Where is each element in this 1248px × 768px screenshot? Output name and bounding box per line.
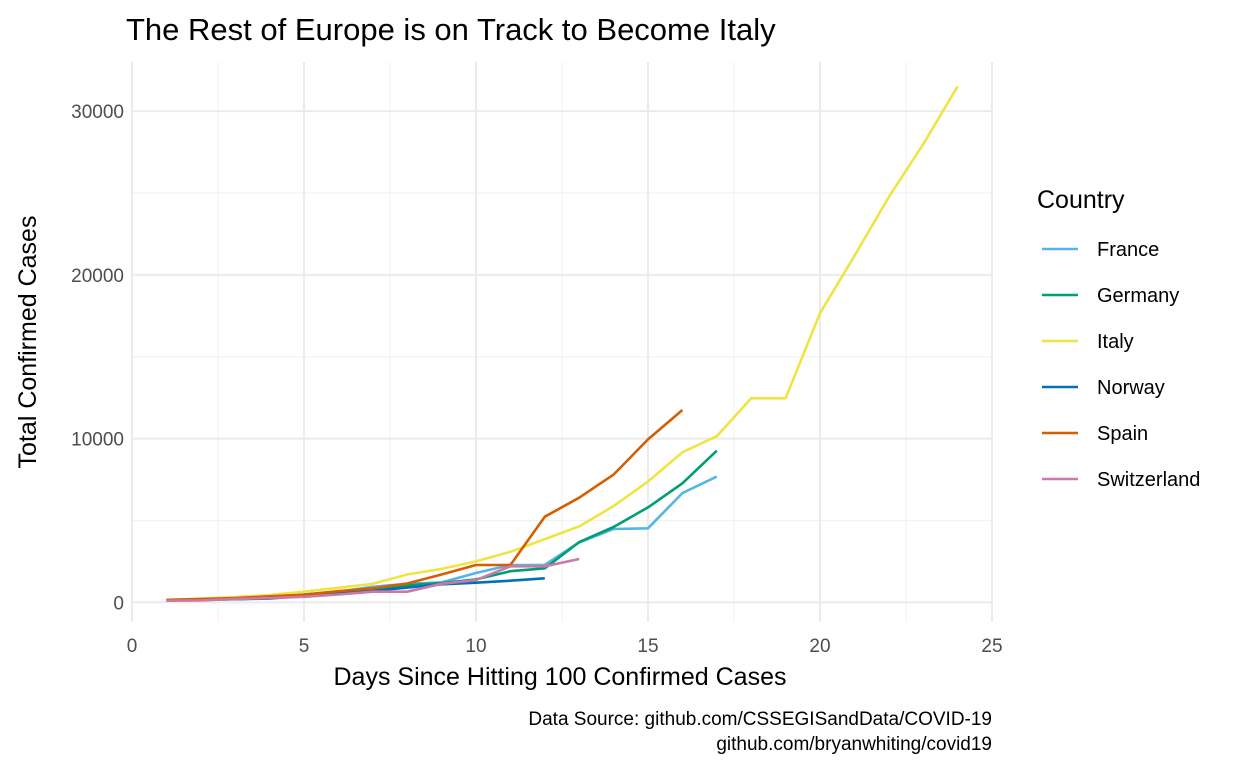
caption-line-2: github.com/bryanwhiting/covid19: [716, 734, 992, 755]
y-tick-label: 0: [113, 593, 124, 614]
legend-label-france: France: [1097, 239, 1159, 261]
x-tick-label: 15: [637, 636, 658, 657]
x-tick-label: 0: [127, 636, 138, 657]
x-tick-label: 5: [299, 636, 310, 657]
legend-label-germany: Germany: [1097, 285, 1179, 307]
x-tick-label: 25: [981, 636, 1002, 657]
y-tick-label: 20000: [71, 266, 124, 287]
x-tick-label: 20: [809, 636, 830, 657]
chart-title: The Rest of Europe is on Track to Become…: [126, 12, 776, 47]
x-axis-ticks: 0 5 10 15 20 25: [127, 636, 1003, 657]
series-line-italy: [166, 85, 959, 602]
legend-title: Country: [1037, 186, 1125, 214]
minor-gridlines: [132, 62, 992, 622]
legend: France Germany Italy Norway Spain Switzerland: [1042, 239, 1200, 491]
y-axis-ticks: 0 10000 20000 30000: [71, 102, 124, 614]
major-gridlines: [131, 62, 993, 622]
y-tick-label: 10000: [71, 430, 124, 451]
series-line-germany: [166, 449, 718, 602]
series-line-switzerland: [166, 557, 580, 602]
series-lines: [166, 85, 959, 602]
legend-label-switzerland: Switzerland: [1097, 469, 1200, 491]
x-tick-label: 10: [465, 636, 486, 657]
legend-label-spain: Spain: [1097, 423, 1148, 445]
legend-label-norway: Norway: [1097, 377, 1165, 399]
x-axis-title: Days Since Hitting 100 Confirmed Cases: [334, 663, 787, 691]
caption-line-1: Data Source: github.com/CSSEGISandData/C…: [528, 709, 992, 730]
y-tick-label: 30000: [71, 102, 124, 123]
series-line-france: [166, 475, 718, 602]
y-axis-title: Total Confirmed Cases: [14, 216, 42, 469]
legend-label-italy: Italy: [1097, 331, 1134, 353]
